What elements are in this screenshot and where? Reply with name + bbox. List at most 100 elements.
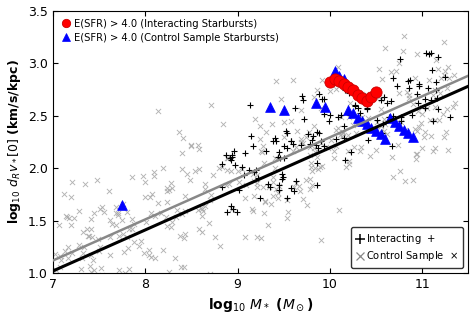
Point xyxy=(253,234,261,239)
Point xyxy=(319,77,326,83)
Point xyxy=(55,276,63,281)
Point xyxy=(195,226,203,231)
Point xyxy=(262,149,270,154)
Point xyxy=(81,181,89,186)
Point xyxy=(274,154,282,159)
Point xyxy=(173,207,181,212)
Point xyxy=(346,100,354,106)
Point xyxy=(162,214,170,219)
Point xyxy=(275,188,283,193)
Point xyxy=(98,272,105,277)
Point xyxy=(397,169,404,174)
Point xyxy=(56,253,64,258)
Point xyxy=(287,186,295,191)
Point xyxy=(62,214,69,219)
Point xyxy=(167,225,174,230)
Point xyxy=(215,165,223,171)
Point xyxy=(293,129,301,134)
Point xyxy=(249,209,256,214)
Point xyxy=(440,111,447,116)
Point xyxy=(223,156,231,161)
Point xyxy=(357,145,365,150)
Point xyxy=(414,51,421,56)
Point xyxy=(393,83,401,88)
Point xyxy=(228,169,235,174)
Point xyxy=(372,90,380,95)
X-axis label: log$_{10}$ $M_*$ ($M_\odot$): log$_{10}$ $M_*$ ($M_\odot$) xyxy=(208,297,313,315)
Point xyxy=(300,98,307,103)
Point xyxy=(340,76,347,81)
Point xyxy=(179,166,186,171)
Point xyxy=(260,184,267,189)
Point xyxy=(108,222,116,227)
Point xyxy=(260,210,267,215)
Point xyxy=(415,124,422,130)
Point xyxy=(271,165,278,170)
Point xyxy=(413,129,421,134)
Point xyxy=(388,143,395,148)
Point xyxy=(331,76,338,81)
Point xyxy=(219,121,227,126)
Point xyxy=(275,183,283,188)
Point xyxy=(354,92,361,97)
Point xyxy=(148,191,156,196)
Point xyxy=(278,177,286,182)
Point xyxy=(418,146,426,151)
Point xyxy=(51,276,59,281)
Point xyxy=(280,156,288,161)
Point xyxy=(317,105,325,110)
Point xyxy=(272,186,280,191)
Point xyxy=(90,210,98,215)
Point xyxy=(106,252,114,258)
Point xyxy=(194,142,201,148)
Point xyxy=(317,238,324,243)
Point xyxy=(308,182,316,187)
Point xyxy=(59,276,66,281)
Point xyxy=(311,165,319,170)
Point xyxy=(79,251,87,256)
Point xyxy=(51,251,59,256)
Point xyxy=(397,114,404,119)
Point xyxy=(165,188,173,193)
Point xyxy=(240,173,248,178)
Point xyxy=(100,209,108,214)
Point xyxy=(432,58,440,63)
Point xyxy=(225,156,232,161)
Point xyxy=(321,105,329,110)
Point xyxy=(52,268,59,273)
Point xyxy=(96,206,104,212)
Point xyxy=(120,249,128,254)
Point xyxy=(114,212,122,217)
Point xyxy=(349,111,357,116)
Point xyxy=(235,179,243,184)
Point xyxy=(56,265,64,270)
Point xyxy=(332,128,340,133)
Point xyxy=(310,94,318,100)
Point xyxy=(231,163,238,168)
Point xyxy=(300,116,308,121)
Point xyxy=(339,130,347,135)
Point xyxy=(425,78,432,83)
Point xyxy=(70,215,78,220)
Point xyxy=(228,204,235,209)
Point xyxy=(266,105,273,110)
Point xyxy=(322,144,330,149)
Point xyxy=(320,96,328,101)
Point xyxy=(142,220,150,225)
Point xyxy=(313,129,320,134)
Point xyxy=(318,139,325,144)
Point xyxy=(257,235,264,240)
Point xyxy=(223,168,230,173)
Point xyxy=(444,65,452,70)
Point xyxy=(58,276,66,281)
Point xyxy=(375,66,383,71)
Point xyxy=(289,142,297,147)
Point xyxy=(228,153,236,158)
Point xyxy=(277,96,285,101)
Point xyxy=(434,55,442,60)
Point xyxy=(70,276,78,281)
Point xyxy=(378,130,386,135)
Point xyxy=(241,196,248,201)
Point xyxy=(364,106,371,111)
Point xyxy=(171,255,179,260)
